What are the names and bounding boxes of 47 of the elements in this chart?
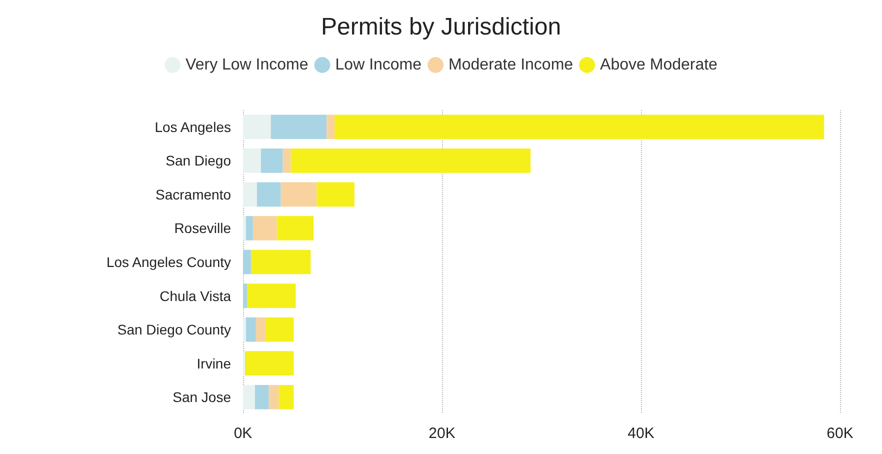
bar [278,384,294,410]
bar [246,216,253,240]
y-tick-label: San Jose [172,389,232,406]
y-tick-label: Irvine [196,355,232,372]
legend-label: Moderate Income [448,56,574,74]
y-tick-label: San Diego County [117,322,231,338]
bar [326,114,335,140]
x-tick-label: 40K [628,425,654,442]
bar [270,114,327,140]
y-tick-label: Los Angeles [154,118,231,135]
y-tick-label: Roseville [174,220,232,236]
bar [243,114,271,140]
bar [268,384,279,410]
bar [246,317,256,342]
bar [243,216,246,240]
y-tick-label: Chula Vista [160,288,232,304]
bar [282,148,291,173]
y-tick-label: San Diego [166,152,232,169]
bar [244,351,294,376]
bar [243,284,247,308]
y-tick-label: Sacramento [156,186,232,202]
bar [276,216,314,240]
bar [316,182,354,207]
x-tick-label: 0K [234,425,252,442]
bar [243,148,261,173]
bar [243,317,246,342]
legend-label: Low Income [335,56,422,74]
legend-label: Very Low Income [186,56,308,74]
bar [250,250,311,274]
bar [260,148,283,173]
bar [290,148,531,173]
bar [252,216,277,240]
bar [243,182,257,207]
bar [246,284,296,308]
bar [256,182,281,207]
chart-title: Permits by Jurisdiction [320,14,562,40]
bar [243,384,255,410]
bar [334,114,824,140]
x-tick-label: 20K [428,425,456,442]
bar [280,182,317,207]
bar [243,250,251,274]
x-tick-label: 60K [826,425,854,442]
bar [254,384,269,410]
y-tick-label: Los Angeles County [106,254,231,270]
bar [266,317,294,342]
legend-label: Above Moderate [600,56,718,74]
bar [256,317,266,342]
